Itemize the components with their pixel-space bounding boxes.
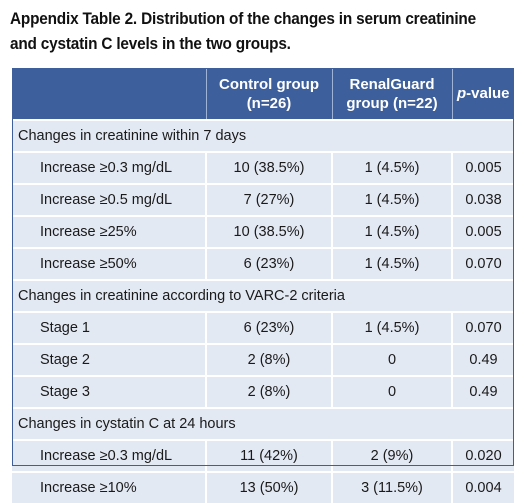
header-renal-line-2: group (n=22) [346, 94, 438, 112]
table-row: Increase ≥10% 13 (50%) 3 (11.5%) 0.004 [12, 471, 514, 503]
renalguard-group-cell: 3 (11.5%) [332, 471, 453, 503]
renalguard-group-cell: 0 [332, 375, 453, 408]
data-table: Control group (n=26) RenalGuard group (n… [12, 68, 514, 503]
row-label-cell: Stage 1 [12, 311, 207, 344]
row-label-cell: Increase ≥10% [12, 471, 207, 503]
section-heading: Changes in creatinine within 7 days [12, 119, 514, 152]
header-renal-line-1: RenalGuard [349, 75, 435, 93]
header-p-rest: -value [466, 85, 510, 102]
p-value-cell: 0.49 [452, 375, 514, 408]
control-group-cell: 13 (50%) [206, 471, 333, 503]
control-group-cell: 7 (27%) [206, 183, 333, 216]
control-group-cell: 6 (23%) [206, 247, 333, 280]
section-heading-row: Changes in creatinine according to VARC-… [12, 279, 514, 312]
section-heading: Changes in creatinine according to VARC-… [12, 279, 514, 312]
section-heading-row: Changes in creatinine within 7 days [12, 119, 514, 152]
header-row: Control group (n=26) RenalGuard group (n… [12, 68, 514, 120]
row-label-cell: Increase ≥0.3 mg/dL [12, 439, 207, 472]
control-group-cell: 2 (8%) [206, 343, 333, 376]
row-label-cell: Increase ≥0.3 mg/dL [12, 151, 207, 184]
renalguard-group-cell: 1 (4.5%) [332, 311, 453, 344]
renalguard-group-cell: 1 (4.5%) [332, 151, 453, 184]
row-label-cell: Increase ≥25% [12, 215, 207, 248]
renalguard-group-cell: 1 (4.5%) [332, 215, 453, 248]
p-value-cell: 0.49 [452, 343, 514, 376]
p-value-cell: 0.005 [452, 215, 514, 248]
row-label-cell: Stage 3 [12, 375, 207, 408]
header-empty-cell [12, 68, 207, 120]
renalguard-group-cell: 2 (9%) [332, 439, 453, 472]
table-title-line-1: Appendix Table 2. Distribution of the ch… [10, 10, 476, 28]
header-control-group: Control group (n=26) [206, 68, 333, 120]
table-row: Increase ≥0.3 mg/dL 11 (42%) 2 (9%) 0.020 [12, 439, 514, 472]
control-group-cell: 6 (23%) [206, 311, 333, 344]
table-title-line-2: and cystatin C levels in the two groups. [10, 35, 291, 53]
header-control-line-1: Control group [219, 75, 319, 93]
control-group-cell: 2 (8%) [206, 375, 333, 408]
section-heading-row: Changes in cystatin C at 24 hours [12, 407, 514, 440]
p-value-cell: 0.070 [452, 311, 514, 344]
table-body: Changes in creatinine within 7 days Incre… [12, 119, 514, 503]
renalguard-group-cell: 1 (4.5%) [332, 247, 453, 280]
section-heading: Changes in cystatin C at 24 hours [12, 407, 514, 440]
control-group-cell: 10 (38.5%) [206, 215, 333, 248]
header-p-value: p-value [452, 68, 514, 120]
control-group-cell: 10 (38.5%) [206, 151, 333, 184]
table-title: Appendix Table 2. Distribution of the ch… [10, 7, 481, 57]
p-value-cell: 0.020 [452, 439, 514, 472]
p-value-cell: 0.005 [452, 151, 514, 184]
table-row: Increase ≥0.5 mg/dL 7 (27%) 1 (4.5%) 0.038 [12, 183, 514, 216]
row-label-cell: Stage 2 [12, 343, 207, 376]
table-row: Increase ≥50% 6 (23%) 1 (4.5%) 0.070 [12, 247, 514, 280]
header-control-line-2: (n=26) [246, 94, 292, 112]
header-p-italic: p [456, 85, 467, 102]
p-value-cell: 0.070 [452, 247, 514, 280]
p-value-cell: 0.004 [452, 471, 514, 503]
table-row: Increase ≥25% 10 (38.5%) 1 (4.5%) 0.005 [12, 215, 514, 248]
table-row: Increase ≥0.3 mg/dL 10 (38.5%) 1 (4.5%) 0.0… [12, 151, 514, 184]
row-label-cell: Increase ≥0.5 mg/dL [12, 183, 207, 216]
header-renalguard-group: RenalGuard group (n=22) [332, 68, 453, 120]
p-value-cell: 0.038 [452, 183, 514, 216]
control-group-cell: 11 (42%) [206, 439, 333, 472]
renalguard-group-cell: 1 (4.5%) [332, 183, 453, 216]
renalguard-group-cell: 0 [332, 343, 453, 376]
row-label-cell: Increase ≥50% [12, 247, 207, 280]
